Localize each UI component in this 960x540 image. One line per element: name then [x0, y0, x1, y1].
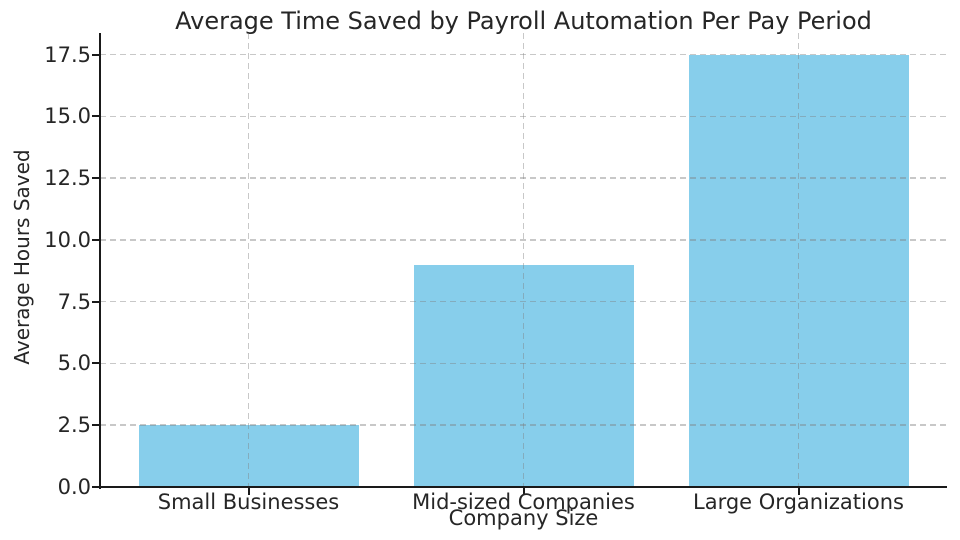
- y-tick-label: 5.0: [57, 351, 91, 376]
- x-tick-mark: [247, 488, 250, 495]
- y-tick-label: 10.0: [44, 227, 91, 252]
- bar-1: [413, 264, 634, 487]
- bar-2: [688, 54, 909, 487]
- h-gridline-5.0: [100, 362, 947, 365]
- y-tick-label: 12.5: [44, 166, 91, 191]
- y-tick-label: 15.0: [44, 104, 91, 129]
- bottom-spine: [99, 486, 947, 488]
- v-gridline-1: [522, 33, 525, 487]
- y-tick-mark: [92, 300, 100, 303]
- h-gridline-10.0: [100, 239, 947, 241]
- y-tick-label: 7.5: [57, 289, 91, 314]
- y-tick-mark: [92, 115, 100, 118]
- x-axis-label: Company Size: [448, 506, 599, 530]
- y-tick-mark: [92, 238, 100, 241]
- h-gridline-17.5: [100, 53, 947, 56]
- x-tick-mark: [522, 488, 525, 495]
- y-tick-mark: [92, 362, 100, 365]
- x-tick-label: Mid-sized Companies: [412, 490, 635, 514]
- y-tick-mark: [92, 53, 100, 56]
- y-tick-mark: [92, 486, 100, 488]
- h-gridline-12.5: [100, 177, 947, 179]
- h-gridline-2.5: [100, 424, 947, 426]
- y-tick-mark: [92, 424, 100, 427]
- y-tick-label: 0.0: [57, 475, 91, 499]
- h-gridline-7.5: [100, 300, 947, 303]
- chart-title: Average Time Saved by Payroll Automation…: [175, 7, 872, 35]
- v-gridline-0: [247, 33, 250, 487]
- left-spine: [99, 33, 101, 489]
- x-tick-mark: [797, 488, 800, 495]
- y-tick-mark: [92, 177, 100, 180]
- v-gridline-2: [797, 33, 800, 487]
- y-tick-label: 2.5: [57, 413, 91, 438]
- x-tick-label: Large Organizations: [693, 490, 904, 514]
- x-tick-label: Small Businesses: [157, 490, 340, 514]
- y-tick-label: 17.5: [44, 42, 91, 67]
- h-gridline-15.0: [100, 115, 947, 118]
- bar-0: [138, 425, 359, 487]
